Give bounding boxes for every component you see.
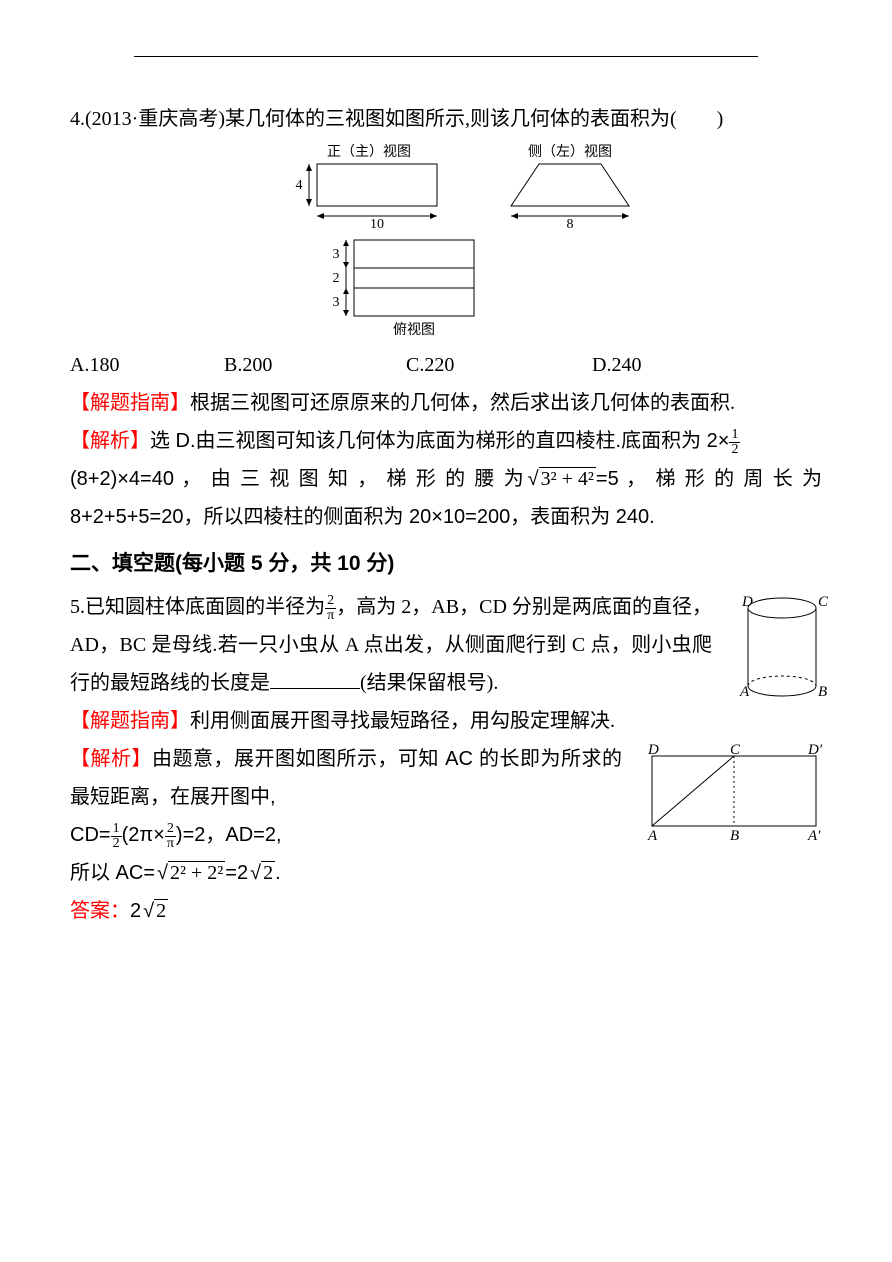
q4-sol-line3: 8+2+5+5=20，所以四棱柱的侧面积为 20×10=200，表面积为 240… (70, 498, 822, 536)
answer-label: 答案： (70, 900, 130, 922)
section-2-header: 二、填空题(每小题 5 分，共 10 分) (70, 544, 822, 584)
svg-text:A′: A′ (807, 828, 821, 844)
fraction-half: 12 (729, 428, 740, 457)
svg-text:10: 10 (370, 217, 384, 228)
sqrt-2: 2 (141, 892, 168, 930)
header-rule (134, 56, 758, 57)
top-label: 俯视图 (393, 322, 435, 338)
option-a[interactable]: A.180 (70, 346, 224, 384)
top-view: 3 2 3 俯视图 (304, 234, 488, 344)
hint-label: 【解题指南】 (70, 392, 190, 414)
fraction-2-pi: 2π (165, 822, 176, 851)
sqrt-22: 2² + 2² (155, 854, 225, 892)
side-label: 侧（左）视图 (528, 144, 612, 160)
svg-text:D′: D′ (807, 744, 823, 758)
q4-views: 正（主）视图 4 10 侧（左）视图 8 (70, 144, 822, 344)
q5-ac-line: 所以 AC=2² + 2²=22. (70, 854, 822, 892)
q5-hint-text: 利用侧面展开图寻找最短路径，用勾股定理解决. (190, 710, 615, 732)
svg-text:8: 8 (567, 217, 574, 228)
fraction-half: 12 (111, 822, 122, 851)
svg-text:D: D (741, 594, 753, 610)
option-c[interactable]: C.220 (406, 346, 592, 384)
svg-text:D: D (647, 744, 659, 758)
front-label: 正（主）视图 (327, 144, 411, 160)
svg-text:C: C (818, 594, 829, 610)
side-view: 侧（左）视图 8 (495, 144, 645, 228)
svg-text:4: 4 (296, 178, 303, 193)
q4-hint-text: 根据三视图可还原原来的几何体，然后求出该几何体的表面积. (190, 392, 735, 414)
q4-sol-line2: (8+2)×4=40 ， 由 三 视 图 知 ， 梯 形 的 腰 为3² + 4… (70, 460, 822, 498)
svg-text:B: B (818, 684, 827, 700)
svg-text:C: C (730, 744, 741, 758)
sol-label: 【解析】 (70, 430, 150, 452)
sqrt-345: 3² + 4² (526, 460, 596, 498)
svg-text:B: B (730, 828, 739, 844)
svg-text:3: 3 (333, 247, 340, 262)
q4-hint: 【解题指南】根据三视图可还原原来的几何体，然后求出该几何体的表面积. (70, 384, 822, 422)
q5-solution: D C D′ A B A′ 【解析】由题意，展开图如图所示，可知 AC 的长即为… (70, 740, 822, 892)
q4-sol-pre: 选 D.由三视图可知该几何体为底面为梯形的直四棱柱.底面积为 2× (150, 430, 729, 452)
q4-solution: 【解析】选 D.由三视图可知该几何体为底面为梯形的直四棱柱.底面积为 2×12 … (70, 422, 822, 536)
option-b[interactable]: B.200 (224, 346, 406, 384)
q5-hint: 【解题指南】利用侧面展开图寻找最短路径，用勾股定理解决. (70, 702, 822, 740)
q4-options: A.180 B.200 C.220 D.240 (70, 346, 822, 384)
svg-text:A: A (647, 828, 658, 844)
svg-text:A: A (739, 684, 750, 700)
front-view: 正（主）视图 4 10 (287, 144, 451, 228)
question-5: D C A B 5.已知圆柱体底面圆的半径为2π，高为 2，AB，CD 分别是两… (70, 588, 822, 702)
q5-answer: 答案：22 (70, 892, 822, 930)
q5-stem: 5.已知圆柱体底面圆的半径为2π，高为 2，AB，CD 分别是两底面的直径，AD… (70, 588, 822, 702)
question-4: 4.(2013·重庆高考)某几何体的三视图如图所示,则该几何体的表面积为( ) … (70, 100, 822, 536)
fraction-2-pi: 2π (325, 594, 336, 623)
svg-text:3: 3 (333, 295, 340, 310)
cylinder-figure: D C A B (734, 592, 830, 704)
option-d[interactable]: D.240 (592, 346, 641, 384)
answer-blank[interactable] (270, 669, 360, 689)
svg-text:2: 2 (333, 271, 340, 286)
sol-label: 【解析】 (70, 748, 152, 770)
unfold-figure: D C D′ A B A′ (640, 744, 830, 844)
q4-stem: 4.(2013·重庆高考)某几何体的三视图如图所示,则该几何体的表面积为( ) (70, 100, 822, 138)
sqrt-2: 2 (248, 854, 275, 892)
views-row-1: 正（主）视图 4 10 侧（左）视图 8 (70, 144, 822, 228)
hint-label: 【解题指南】 (70, 710, 190, 732)
